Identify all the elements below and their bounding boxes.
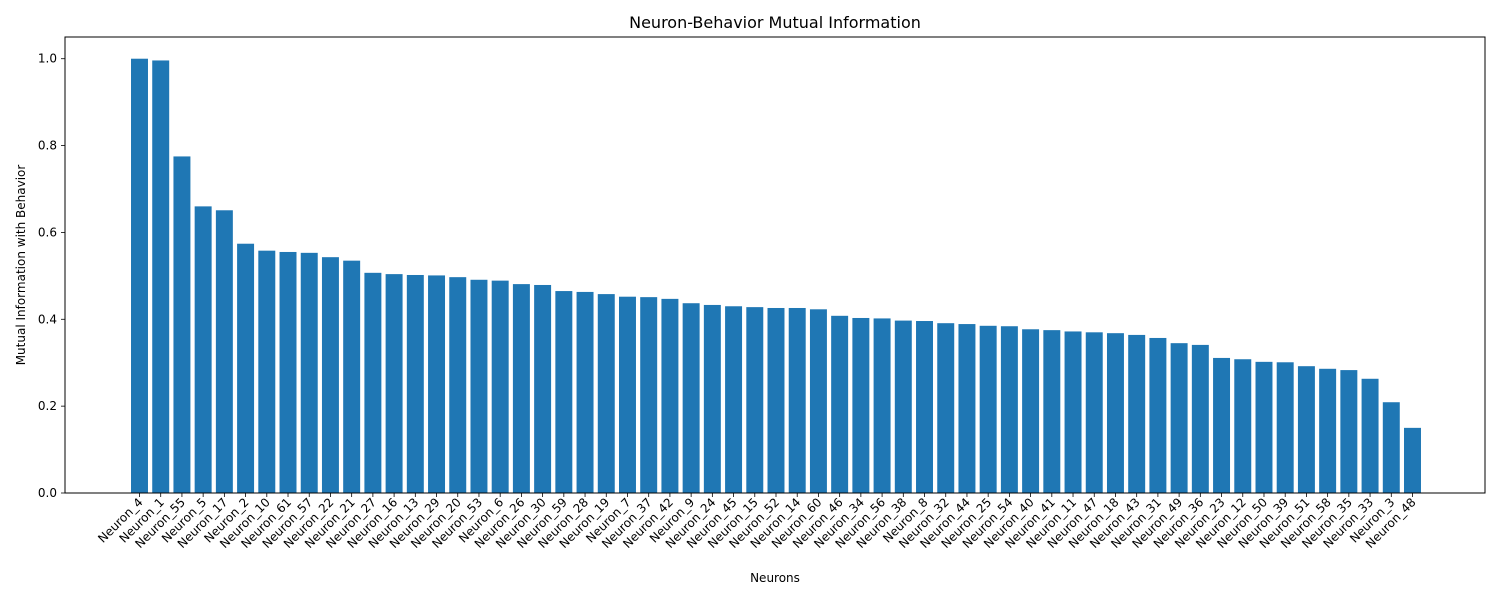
bar-neuron-2 bbox=[237, 243, 255, 493]
bar-neuron-27 bbox=[364, 272, 382, 493]
bar-neuron-14 bbox=[788, 307, 806, 493]
bar-neuron-18 bbox=[1106, 333, 1124, 493]
bar-neuron-53 bbox=[470, 279, 488, 493]
y-tick-label: 0.2 bbox=[38, 399, 57, 413]
bar-neuron-56 bbox=[873, 318, 891, 493]
bar-neuron-59 bbox=[555, 291, 573, 493]
bar-neuron-22 bbox=[321, 257, 339, 493]
bar-neuron-57 bbox=[300, 252, 318, 493]
bar-neuron-35 bbox=[1340, 370, 1358, 493]
bar-neuron-49 bbox=[1170, 343, 1188, 493]
bar-neuron-13 bbox=[406, 274, 424, 493]
bar-neuron-61 bbox=[279, 251, 297, 493]
bar-neuron-38 bbox=[894, 320, 912, 493]
bar-neuron-7 bbox=[619, 296, 636, 493]
bar-neuron-29 bbox=[428, 275, 446, 493]
y-tick-label: 0.4 bbox=[38, 312, 57, 326]
x-axis-label: Neurons bbox=[750, 571, 800, 585]
bar-neuron-32 bbox=[937, 323, 955, 493]
bar-neuron-21 bbox=[343, 260, 361, 493]
bar-neuron-60 bbox=[809, 309, 827, 493]
bar-neuron-17 bbox=[215, 210, 233, 493]
bar-neuron-30 bbox=[534, 284, 552, 493]
bar-neuron-26 bbox=[512, 284, 530, 493]
y-axis-label: Mutual Information with Behavior bbox=[14, 165, 28, 366]
bar-neuron-12 bbox=[1234, 359, 1252, 493]
y-tick-label: 1.0 bbox=[38, 52, 57, 66]
bar-neuron-19 bbox=[597, 294, 615, 493]
bar-neuron-48 bbox=[1404, 427, 1421, 493]
y-tick-label: 0.6 bbox=[38, 225, 57, 239]
plot-frame bbox=[64, 36, 1486, 494]
bar-neuron-24 bbox=[703, 304, 721, 493]
y-axis: 0.0 0.2 0.4 0.6 0.8 1.0 bbox=[38, 52, 65, 500]
bar-neuron-5 bbox=[194, 206, 212, 493]
bar-neuron-42 bbox=[661, 298, 679, 493]
y-tick-label: 0.8 bbox=[38, 139, 57, 153]
bar-neuron-52 bbox=[767, 307, 785, 493]
bar-neuron-47 bbox=[1085, 332, 1103, 493]
bar-neuron-45 bbox=[725, 306, 743, 493]
bar-neuron-25 bbox=[979, 325, 997, 493]
bar-neuron-20 bbox=[449, 277, 467, 493]
bars-group bbox=[131, 58, 1421, 494]
bar-neuron-44 bbox=[958, 324, 976, 493]
bar-neuron-43 bbox=[1128, 334, 1146, 493]
bar-neuron-4 bbox=[131, 58, 148, 494]
bar-neuron-10 bbox=[258, 250, 276, 493]
bar-neuron-6 bbox=[491, 280, 509, 493]
bar-neuron-33 bbox=[1361, 378, 1379, 493]
bar-neuron-34 bbox=[852, 317, 870, 493]
bar-neuron-50 bbox=[1255, 361, 1273, 493]
chart-title: Neuron-Behavior Mutual Information bbox=[629, 13, 921, 32]
bar-neuron-55 bbox=[173, 156, 191, 493]
bar-neuron-54 bbox=[1000, 326, 1018, 493]
bar-neuron-36 bbox=[1191, 344, 1209, 493]
bar-neuron-46 bbox=[831, 315, 849, 493]
bar-neuron-39 bbox=[1276, 362, 1294, 493]
bar-neuron-28 bbox=[576, 291, 594, 493]
bar-neuron-41 bbox=[1043, 330, 1061, 493]
bar-neuron-37 bbox=[640, 297, 658, 493]
bar-neuron-9 bbox=[682, 303, 700, 493]
bar-neuron-11 bbox=[1064, 331, 1082, 493]
x-axis: Neuron_4Neuron_1Neuron_55Neuron_5Neuron_… bbox=[95, 493, 1419, 551]
bar-neuron-16 bbox=[385, 274, 403, 493]
bar-neuron-58 bbox=[1319, 368, 1337, 493]
bar-neuron-1 bbox=[152, 60, 170, 493]
y-tick-label: 0.0 bbox=[38, 486, 57, 500]
bar-neuron-40 bbox=[1022, 329, 1040, 493]
bar-neuron-51 bbox=[1297, 366, 1315, 493]
bar-neuron-3 bbox=[1382, 402, 1400, 493]
bar-neuron-15 bbox=[746, 307, 764, 493]
bar-neuron-8 bbox=[916, 321, 933, 493]
bar-neuron-31 bbox=[1149, 337, 1167, 493]
bar-neuron-23 bbox=[1213, 357, 1231, 493]
